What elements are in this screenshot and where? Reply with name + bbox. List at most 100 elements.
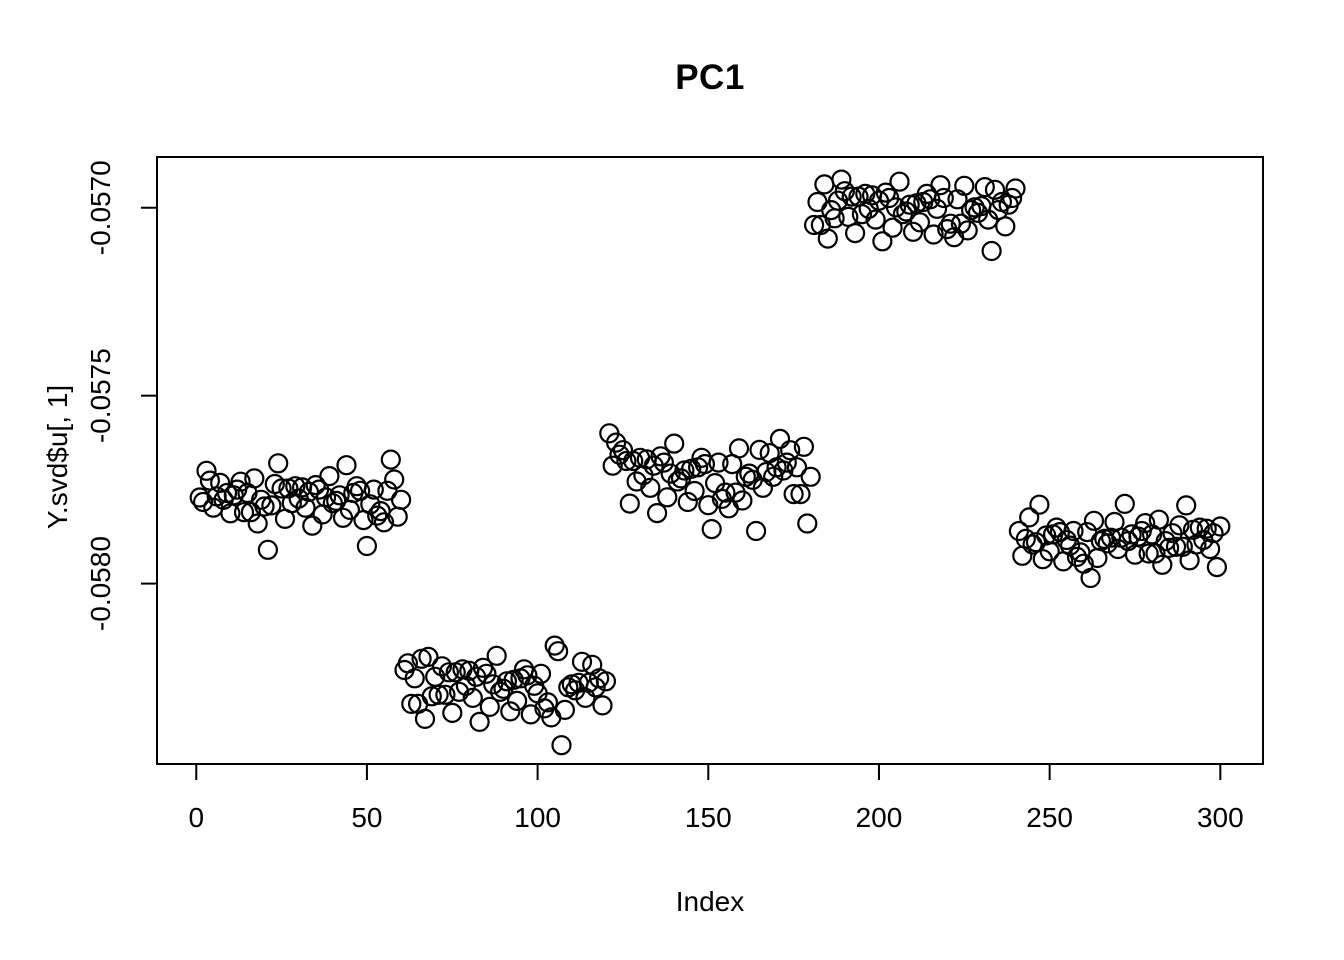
x-tick-label: 200 (856, 802, 903, 833)
data-point (476, 663, 497, 684)
data-point (1019, 507, 1040, 528)
data-point (694, 454, 716, 475)
data-point (653, 452, 675, 473)
data-point (776, 452, 797, 473)
data-point (619, 493, 640, 514)
data-point (517, 665, 538, 686)
data-point (336, 455, 357, 476)
data-point (950, 213, 972, 234)
data-point (1029, 494, 1050, 515)
data-point (469, 711, 490, 733)
data-point (749, 439, 770, 460)
data-point (885, 197, 907, 218)
data-point (807, 191, 828, 213)
data-point (882, 217, 903, 238)
data-point (875, 182, 896, 203)
data-point (530, 663, 552, 684)
x-tick-label: 250 (1026, 802, 1073, 833)
y-tick-label: -0.0580 (85, 536, 116, 631)
data-point (681, 458, 702, 479)
x-axis: 0 50 100 150 200 250 300 (188, 764, 1244, 833)
data-point (715, 482, 736, 503)
data-point (1135, 512, 1156, 534)
data-point (1210, 516, 1231, 537)
x-tick-label: 50 (351, 802, 382, 833)
data-point (698, 495, 719, 516)
data-point (414, 708, 436, 730)
data-point (803, 214, 825, 236)
data-point (954, 175, 975, 196)
data-point (363, 479, 384, 500)
data-point (490, 681, 511, 702)
data-points (189, 169, 1231, 756)
data-point (261, 495, 282, 516)
data-point (923, 224, 944, 245)
data-point (657, 487, 678, 508)
data-point (851, 204, 873, 225)
data-point (1199, 538, 1221, 560)
x-axis-label: Index (675, 886, 745, 917)
data-point (1070, 542, 1091, 563)
chart-title: PC1 (675, 58, 745, 97)
data-point (380, 449, 401, 470)
plot-border (156, 156, 1264, 765)
data-point (230, 471, 251, 492)
data-point (745, 520, 767, 542)
data-point (602, 455, 623, 476)
data-point (247, 513, 268, 534)
data-point (520, 704, 541, 725)
data-point (974, 177, 995, 198)
data-point (500, 701, 521, 722)
data-point (1148, 509, 1170, 530)
data-point (1063, 520, 1084, 542)
x-tick-label: 0 (188, 802, 204, 833)
data-point (1025, 532, 1047, 553)
data-point (667, 471, 688, 492)
x-tick-label: 100 (514, 802, 561, 833)
data-point (865, 209, 886, 230)
data-point (1189, 517, 1210, 538)
data-point (592, 695, 613, 716)
data-point (817, 228, 838, 249)
data-point (319, 466, 340, 487)
data-point (1158, 537, 1180, 559)
data-point (373, 512, 395, 533)
data-point (370, 501, 391, 522)
data-point (793, 436, 815, 457)
data-point (285, 476, 306, 497)
data-point (626, 471, 647, 492)
data-point (899, 194, 920, 215)
data-point (302, 515, 323, 536)
data-point (783, 484, 804, 505)
data-point (1169, 515, 1190, 536)
data-point (605, 432, 627, 453)
data-point (1059, 535, 1081, 556)
data-point (1206, 556, 1228, 578)
data-point (930, 175, 951, 196)
data-point (933, 187, 954, 209)
y-tick-label: -0.0575 (85, 348, 116, 443)
data-point (728, 438, 750, 459)
data-point (926, 198, 948, 219)
data-point (844, 223, 866, 244)
data-point (797, 513, 818, 534)
data-point (486, 645, 507, 666)
data-point (909, 212, 931, 233)
data-point (479, 696, 500, 718)
data-point (384, 469, 405, 490)
data-point (1012, 545, 1033, 566)
data-point (329, 485, 350, 506)
y-tick-label: -0.0570 (85, 160, 116, 255)
data-point (831, 169, 852, 190)
data-point (585, 677, 606, 698)
data-point (834, 181, 855, 202)
data-point (786, 457, 808, 478)
data-point (677, 491, 698, 513)
data-point (646, 502, 668, 524)
data-point (360, 494, 381, 515)
data-point (537, 692, 559, 713)
data-point (391, 489, 412, 510)
data-point (940, 213, 961, 234)
